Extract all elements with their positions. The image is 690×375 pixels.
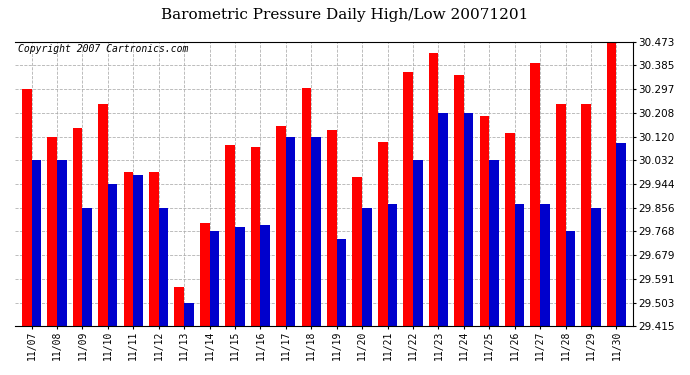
Bar xyxy=(581,104,591,327)
Bar xyxy=(210,231,219,327)
Bar xyxy=(556,104,566,327)
Bar xyxy=(531,63,540,327)
Bar xyxy=(82,208,92,327)
Bar xyxy=(175,287,184,327)
Bar xyxy=(515,204,524,327)
Bar xyxy=(124,172,133,327)
Bar xyxy=(98,104,108,327)
Bar xyxy=(159,208,168,327)
Bar xyxy=(480,116,489,327)
Bar xyxy=(566,231,575,327)
Text: Barometric Pressure Daily High/Low 20071201: Barometric Pressure Daily High/Low 20071… xyxy=(161,8,529,21)
Bar xyxy=(57,160,67,327)
Bar xyxy=(32,160,41,327)
Bar xyxy=(302,88,311,327)
Bar xyxy=(353,177,362,327)
Bar xyxy=(337,239,346,327)
Bar xyxy=(311,136,321,327)
Bar xyxy=(226,145,235,327)
Bar xyxy=(260,225,270,327)
Bar xyxy=(616,143,626,327)
Bar xyxy=(72,129,82,327)
Bar xyxy=(378,142,388,327)
Bar xyxy=(438,113,448,327)
Bar xyxy=(108,184,117,327)
Bar xyxy=(286,136,295,327)
Bar xyxy=(404,72,413,327)
Text: Copyright 2007 Cartronics.com: Copyright 2007 Cartronics.com xyxy=(18,44,188,54)
Bar xyxy=(464,113,473,327)
Bar xyxy=(388,204,397,327)
Bar xyxy=(454,75,464,327)
Bar xyxy=(413,160,423,327)
Bar xyxy=(489,160,499,327)
Bar xyxy=(362,208,372,327)
Bar xyxy=(250,147,260,327)
Bar xyxy=(607,42,616,327)
Bar xyxy=(276,126,286,327)
Bar xyxy=(591,208,601,327)
Bar xyxy=(22,89,32,327)
Bar xyxy=(200,223,210,327)
Bar xyxy=(428,53,438,327)
Bar xyxy=(540,204,550,327)
Bar xyxy=(184,303,194,327)
Bar xyxy=(327,130,337,327)
Bar xyxy=(149,172,159,327)
Bar xyxy=(505,132,515,327)
Bar xyxy=(133,175,143,327)
Bar xyxy=(48,136,57,327)
Bar xyxy=(235,226,245,327)
